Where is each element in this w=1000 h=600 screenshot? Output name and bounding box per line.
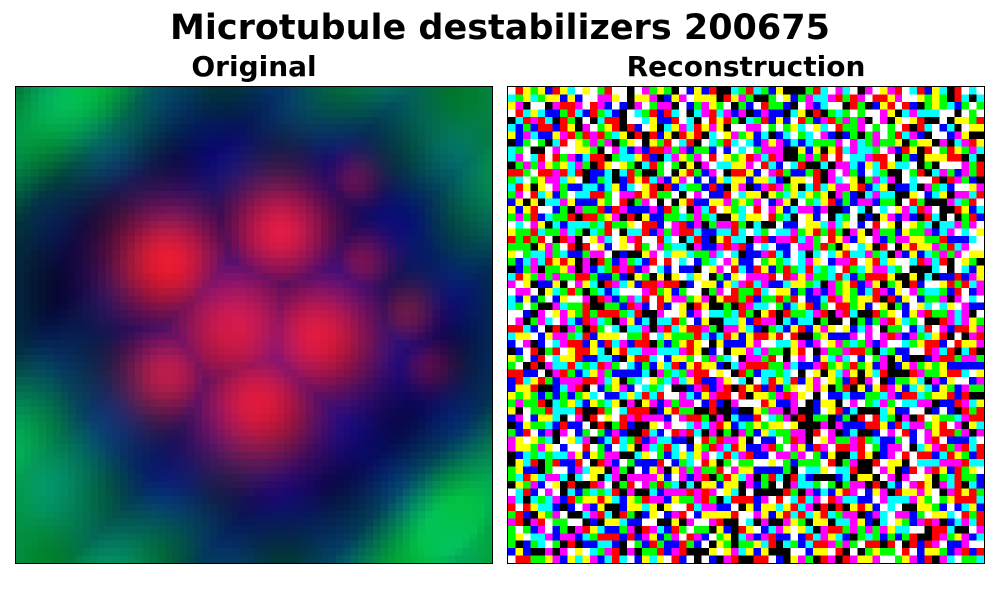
original-panel-title: Original	[191, 50, 317, 83]
original-cell-image	[16, 87, 492, 563]
reconstruction-panel-title: Reconstruction	[626, 50, 866, 83]
figure-title: Microtubule destabilizers 200675	[170, 8, 830, 48]
reconstruction-noise-image	[508, 87, 984, 563]
reconstruction-image-panel	[507, 86, 985, 564]
original-image-panel	[15, 86, 493, 564]
